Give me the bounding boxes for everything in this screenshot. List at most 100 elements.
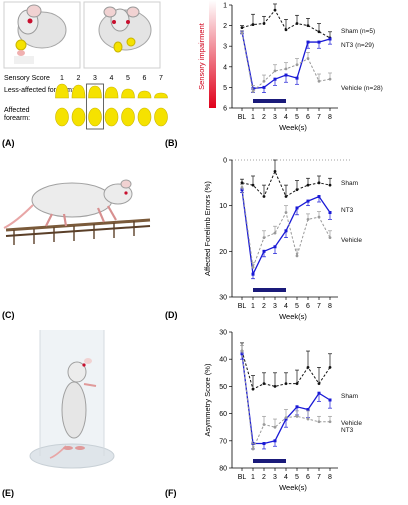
panel-f-label: (F)	[165, 488, 177, 498]
less-affected-pad	[71, 84, 86, 99]
data-point	[262, 442, 266, 446]
side-label-sensory-impairment: Sensory impairment	[197, 22, 206, 90]
panel-a-label: (A)	[2, 138, 15, 148]
data-point	[273, 170, 277, 173]
y-tick-label: 2	[223, 23, 227, 30]
series-legend-label: NT3	[341, 427, 354, 434]
data-point	[317, 391, 321, 395]
series-sham	[240, 342, 332, 391]
data-point	[284, 28, 288, 32]
chart-d-forelimb-errors: 0 10 20 30 BL 1 2 3 4 5 6 7 8 Week(s) Affected Forelim…	[203, 158, 362, 322]
data-point	[262, 236, 266, 240]
score-number: 3	[93, 75, 97, 82]
data-point	[284, 67, 288, 71]
treatment-period-bar	[253, 459, 286, 463]
affected-pad	[71, 107, 86, 127]
treatment-period-bar	[253, 288, 286, 292]
data-point	[251, 265, 255, 269]
series-nt3	[240, 30, 332, 93]
x-axis-title: Week(s)	[279, 312, 307, 321]
less-affected-pad	[104, 86, 119, 99]
panel-e: (E)	[2, 330, 115, 498]
data-point	[273, 231, 277, 235]
score-number: 1	[60, 75, 64, 82]
series-legend-label: Vehicle	[341, 420, 362, 427]
score-number: 6	[143, 75, 147, 82]
data-point	[262, 423, 266, 426]
panel-c: (C)	[2, 179, 151, 320]
data-point	[306, 24, 310, 27]
affected-pad	[55, 107, 69, 127]
data-point	[262, 249, 266, 253]
data-point	[317, 30, 321, 34]
data-point	[317, 79, 321, 83]
series-vehicle	[240, 30, 332, 93]
x-tick-label: 3	[273, 474, 277, 481]
data-point	[328, 420, 332, 424]
data-point	[240, 31, 244, 35]
series-nt3	[240, 188, 332, 280]
sensory-score-label: Sensory Score	[4, 75, 50, 82]
series-legend-label: NT3	[341, 207, 354, 214]
data-point	[284, 416, 288, 420]
affected-pad-row	[55, 107, 168, 127]
rat-illustration-right	[83, 1, 161, 69]
x-axis-title: Week(s)	[279, 483, 307, 492]
data-point	[240, 349, 244, 353]
x-tick-label: 4	[284, 114, 288, 121]
series-line	[241, 187, 331, 268]
x-tick-label: 8	[328, 474, 332, 481]
data-point	[240, 186, 244, 189]
sensory-score-numbers: 1 2 3 4 5 6 7	[60, 75, 163, 82]
data-point	[251, 23, 255, 26]
affected-pad	[154, 107, 168, 127]
data-point	[251, 447, 255, 451]
less-affected-pad	[55, 83, 69, 99]
data-point	[240, 26, 244, 30]
panel-e-label: (E)	[2, 488, 14, 498]
y-tick-label: 50	[219, 384, 227, 391]
data-point	[273, 385, 277, 388]
data-point	[317, 181, 321, 185]
data-point	[317, 40, 321, 44]
affected-forearm-label-2: forearm:	[4, 115, 30, 122]
series-nt3	[240, 352, 332, 450]
data-point	[284, 195, 288, 198]
x-tick-label: BL	[238, 114, 247, 121]
highlighted-score-box	[86, 83, 104, 130]
series-line	[241, 353, 331, 445]
series-sham	[240, 3, 332, 40]
x-tick-label: 8	[328, 303, 332, 310]
less-affected-pad	[88, 85, 102, 99]
data-point	[284, 73, 288, 77]
data-point	[262, 382, 266, 386]
rat-cylinder-illustration	[29, 330, 115, 469]
chart-f-asymmetry-score: 30 40 50 60 70 80 BL 1 2 3 4 5 6 7 8 Week(s) Asymmetry S…	[203, 330, 362, 493]
sensory-impairment-gradient-bar	[209, 0, 216, 108]
data-point	[328, 398, 332, 402]
data-point	[262, 85, 266, 89]
affected-pad	[137, 107, 152, 127]
x-tick-label: 8	[328, 114, 332, 121]
y-tick-label: 60	[219, 411, 227, 418]
data-point	[306, 217, 310, 221]
data-point	[251, 387, 255, 391]
data-point	[295, 206, 299, 210]
series-vehicle	[240, 184, 332, 269]
affected-pad	[121, 107, 135, 127]
y-tick-label: 30	[219, 330, 227, 337]
x-tick-label: 6	[306, 474, 310, 481]
y-tick-label: 1	[223, 3, 227, 10]
y-tick-label: 4	[223, 64, 227, 71]
x-tick-label: 6	[306, 303, 310, 310]
panel-b-label: (B)	[165, 138, 178, 148]
data-point	[306, 40, 310, 44]
data-point	[295, 414, 299, 418]
data-point	[251, 272, 255, 276]
x-tick-label: 1	[251, 474, 255, 481]
less-affected-pad	[154, 92, 168, 99]
score-number: 7	[159, 75, 163, 82]
data-point	[284, 382, 288, 386]
data-point	[306, 183, 310, 187]
data-point	[273, 439, 277, 443]
